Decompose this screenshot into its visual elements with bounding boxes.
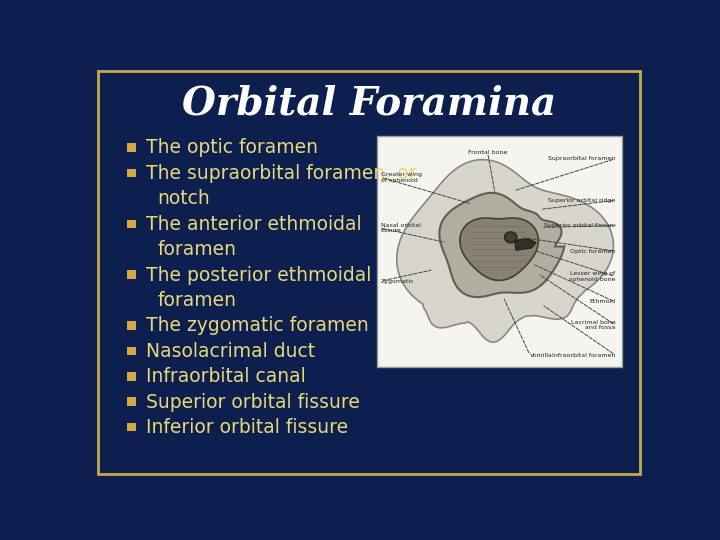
Text: Nasolacrimal duct: Nasolacrimal duct bbox=[145, 342, 315, 361]
Text: Vomilla: Vomilla bbox=[530, 353, 553, 357]
Polygon shape bbox=[460, 218, 539, 280]
Text: Frontal bone: Frontal bone bbox=[468, 150, 508, 155]
FancyBboxPatch shape bbox=[127, 168, 135, 177]
FancyBboxPatch shape bbox=[127, 220, 135, 228]
Ellipse shape bbox=[505, 232, 517, 242]
Text: foramen: foramen bbox=[157, 291, 236, 310]
Text: Superior orbital fissure: Superior orbital fissure bbox=[544, 223, 616, 228]
FancyBboxPatch shape bbox=[377, 136, 621, 367]
Text: Inferior orbital fissure: Inferior orbital fissure bbox=[145, 418, 348, 437]
Polygon shape bbox=[439, 193, 564, 297]
Text: Supraorbital foramen: Supraorbital foramen bbox=[548, 156, 616, 161]
Polygon shape bbox=[397, 160, 613, 342]
Text: Zygomatic: Zygomatic bbox=[381, 279, 414, 284]
Text: Greater wing
of sphenoid: Greater wing of sphenoid bbox=[381, 172, 421, 183]
FancyBboxPatch shape bbox=[127, 143, 135, 152]
FancyBboxPatch shape bbox=[127, 271, 135, 279]
Text: The optic foramen: The optic foramen bbox=[145, 138, 318, 158]
Text: Optic foramen: Optic foramen bbox=[570, 248, 616, 254]
Text: Orbital Foramina: Orbital Foramina bbox=[182, 84, 556, 122]
Text: Lesser wing of
sphenoid bone: Lesser wing of sphenoid bone bbox=[569, 271, 616, 282]
Text: Ethmoid: Ethmoid bbox=[589, 300, 616, 305]
Text: Superior orbital ridge: Superior orbital ridge bbox=[548, 198, 616, 203]
Text: The anterior ethmoidal: The anterior ethmoidal bbox=[145, 215, 361, 234]
Text: notch: notch bbox=[157, 190, 210, 208]
FancyBboxPatch shape bbox=[127, 423, 135, 431]
FancyBboxPatch shape bbox=[127, 347, 135, 355]
Text: Infraorbital canal: Infraorbital canal bbox=[145, 367, 305, 386]
Text: Superior orbital fissure: Superior orbital fissure bbox=[145, 393, 359, 411]
Text: The zygomatic foramen: The zygomatic foramen bbox=[145, 316, 369, 335]
FancyBboxPatch shape bbox=[127, 397, 135, 406]
Text: The posterior ethmoidal: The posterior ethmoidal bbox=[145, 266, 371, 285]
Text: Lacrimal bone
and fossa: Lacrimal bone and fossa bbox=[571, 320, 616, 330]
Text: Infraorbital foramen: Infraorbital foramen bbox=[552, 353, 616, 357]
Text: foramen: foramen bbox=[157, 240, 236, 259]
Text: The supraorbital foramen, or: The supraorbital foramen, or bbox=[145, 164, 416, 183]
Text: Nasal orbital
fissure: Nasal orbital fissure bbox=[381, 222, 420, 233]
FancyBboxPatch shape bbox=[127, 321, 135, 330]
FancyBboxPatch shape bbox=[127, 372, 135, 381]
Polygon shape bbox=[515, 239, 536, 251]
